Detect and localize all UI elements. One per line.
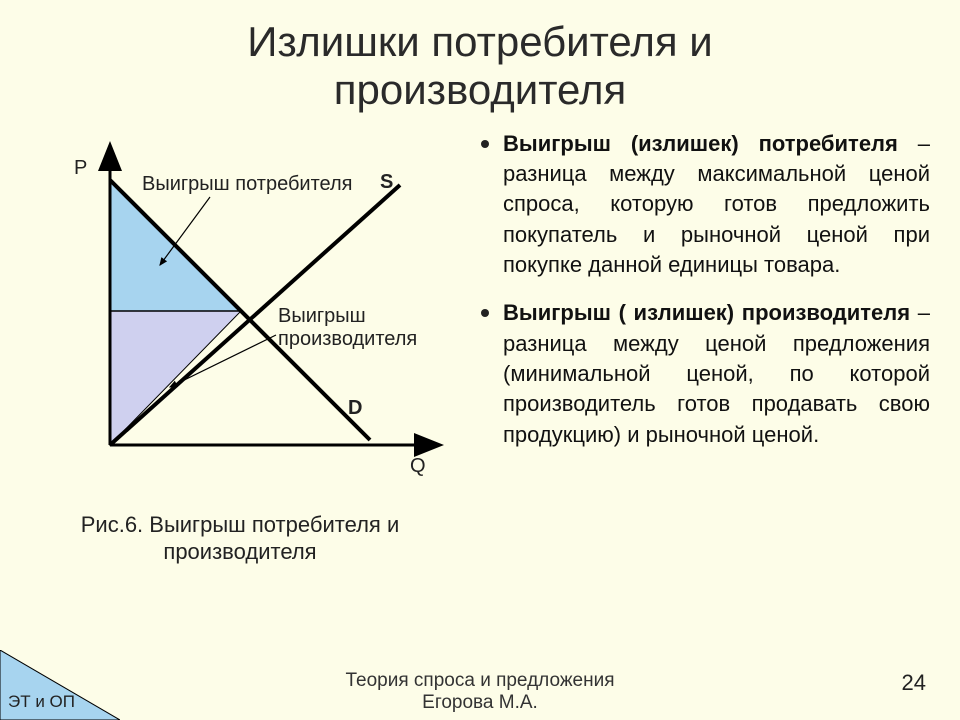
slide-title: Излишки потребителя и производителя: [0, 0, 960, 115]
title-line1: Излишки потребителя и: [247, 18, 712, 65]
axis-x-label: Q: [410, 455, 426, 478]
figure-caption: Рис.6. Выигрыш потребителя и производите…: [30, 511, 450, 566]
title-line2: производителя: [334, 66, 626, 113]
bullet-dot: [481, 309, 489, 317]
bullet-dot: [481, 140, 489, 148]
producer-surplus-label: Выигрыш производителя: [278, 305, 417, 351]
producer-surplus-definition: Выигрыш ( излишек) производителя – разни…: [503, 298, 930, 450]
axis-y-label: P: [74, 157, 87, 180]
supply-label: S: [380, 171, 393, 194]
demand-label: D: [348, 397, 362, 420]
slide-footer: Теория спроса и предложения Егорова М.А.: [0, 670, 960, 714]
definitions: Выигрыш (излишек) потребителя – разница …: [475, 125, 930, 566]
consumer-surplus-label: Выигрыш потребителя: [142, 173, 353, 196]
bullet-producer-surplus: Выигрыш ( излишек) производителя – разни…: [481, 298, 930, 450]
bullet-consumer-surplus: Выигрыш (излишек) потребителя – разница …: [481, 129, 930, 281]
corner-label: ЭТ и ОП: [8, 692, 75, 712]
surplus-diagram: P Q S D Выигрыш потребителя Выигрыш прои…: [30, 125, 450, 505]
page-number: 24: [902, 670, 926, 696]
consumer-surplus-definition: Выигрыш (излишек) потребителя – разница …: [503, 129, 930, 281]
